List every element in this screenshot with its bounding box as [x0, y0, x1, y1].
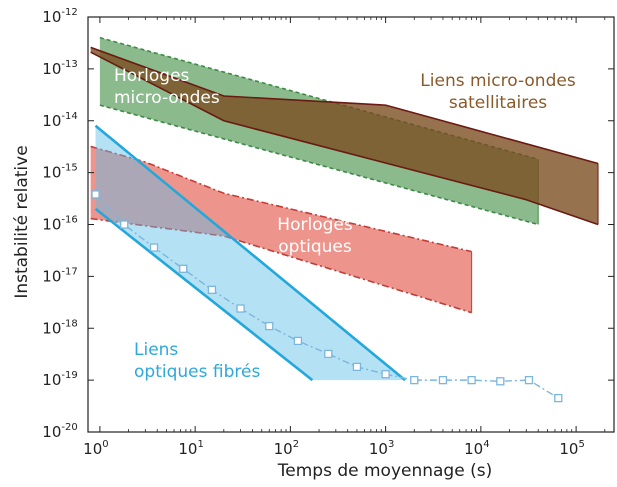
series-fiber-measurement-point-10: [352, 362, 362, 372]
region-label-satellite-links-line-1: Liens micro-ondes: [420, 71, 576, 91]
y-axis-label: Instabilité relative: [12, 145, 32, 298]
y-tick-label-6: 10-17: [42, 266, 77, 285]
series-fiber-measurement-point-1: [91, 190, 100, 199]
y-tick-label-9: 10-20: [42, 422, 77, 441]
series-fiber-measurement-point-14: [467, 375, 476, 385]
chart-series: [91, 190, 563, 403]
y-tick-label-8: 10-19: [42, 370, 77, 389]
region-optical-clocks: [90, 145, 473, 314]
region-fiber-links-upper-edge: [94, 124, 406, 382]
region-satellite-links-area: [90, 47, 599, 225]
x-tick-label-5: 104: [464, 439, 489, 458]
region-label-fiber-links-line-1: Liens: [134, 340, 178, 360]
y-tick-label-5: 10-16: [42, 215, 77, 234]
series-fiber-measurement-point-15: [496, 377, 505, 386]
y-tick-label-3: 10-14: [42, 111, 77, 130]
x-tick-label-6: 105: [559, 439, 584, 458]
series-fiber-measurement-point-12: [410, 375, 419, 385]
x-tick-label-2: 101: [178, 439, 203, 458]
series-fiber-measurement-point-13: [438, 375, 448, 385]
region-satellite-links-lower-edge: [90, 51, 599, 226]
series-fiber-measurement-point-11: [381, 370, 390, 379]
series-fiber-measurement-point-16: [524, 375, 534, 385]
y-tick-label-2: 10-13: [42, 59, 77, 78]
series-fiber-measurement-point-2: [120, 220, 129, 229]
y-tick-label-4: 10-15: [42, 163, 77, 182]
chart-regions: [90, 36, 599, 382]
series-fiber-measurement: [91, 190, 563, 403]
region-satellite-links-upper-edge: [90, 46, 599, 165]
region-label-optical-clocks-line-2: optiques: [278, 237, 352, 257]
x-axis-label: Temps de moyennage (s): [277, 461, 492, 481]
region-label-satellite-links-line-2: satellitaires: [449, 93, 547, 113]
region-label-fiber-links-line-2: optiques fibrés: [134, 362, 260, 382]
region-label-micro-wave-clocks-line-2: micro-ondes: [114, 88, 220, 108]
region-optical-clocks-area: [90, 146, 472, 313]
region-satellite-links: [90, 46, 599, 226]
series-fiber-measurement-point-3: [149, 243, 159, 252]
series-fiber-measurement-point-7: [265, 321, 274, 331]
region-fiber-links-lower-edge: [94, 207, 314, 382]
region-fiber-links: [94, 124, 406, 382]
y-tick-label-7: 10-18: [42, 318, 77, 337]
series-fiber-measurement-point-9: [324, 349, 333, 359]
region-label-micro-wave-clocks-line-1: Horloges: [114, 66, 190, 86]
y-tick-label-1: 10-12: [42, 7, 77, 26]
series-fiber-measurement-line: [95, 193, 559, 399]
x-tick-label-3: 102: [274, 439, 299, 458]
series-fiber-measurement-point-5: [207, 285, 217, 294]
x-tick-label-4: 103: [369, 439, 394, 458]
x-tick-label-1: 100: [83, 439, 108, 458]
series-fiber-measurement-point-6: [236, 304, 245, 313]
region-label-optical-clocks-line-1: Horloges: [277, 215, 353, 235]
series-fiber-measurement-point-17: [554, 393, 563, 403]
series-fiber-measurement-point-8: [293, 336, 303, 346]
series-fiber-measurement-point-4: [179, 264, 188, 273]
region-micro-wave-clocks-lower-edge: [99, 104, 539, 226]
